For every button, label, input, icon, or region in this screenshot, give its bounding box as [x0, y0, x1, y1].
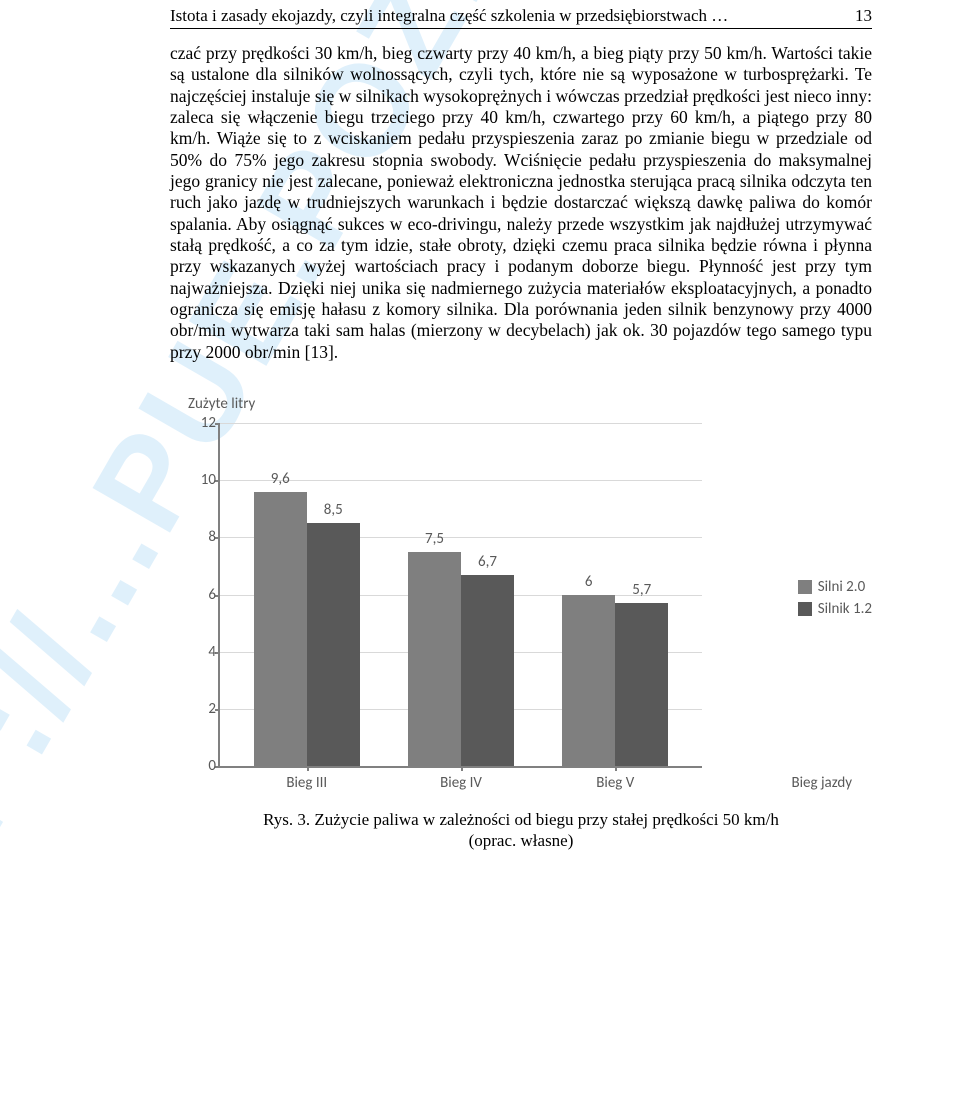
legend-swatch — [798, 580, 812, 594]
bar-value-label: 8,5 — [324, 501, 343, 519]
bar-value-label: 6 — [585, 573, 593, 591]
bar-value-label: 9,6 — [271, 470, 290, 488]
x-tick-mark — [615, 766, 617, 771]
x-tick-mark — [461, 766, 463, 771]
legend-item: Silnik 1.2 — [798, 600, 872, 618]
bar — [615, 603, 668, 766]
legend-label: Silni 2.0 — [818, 578, 865, 596]
y-tick-label: 0 — [192, 757, 216, 775]
grid-line — [220, 480, 702, 481]
y-tick-label: 8 — [192, 528, 216, 546]
x-axis-title: Bieg jazdy — [791, 774, 852, 792]
legend: Silni 2.0 Silnik 1.2 — [798, 574, 872, 622]
y-axis-title: Zużyte litry — [188, 395, 255, 413]
bar — [408, 552, 461, 766]
legend-swatch — [798, 602, 812, 616]
plot-area: 0246810129,68,5Bieg III7,56,7Bieg IV65,7… — [218, 423, 702, 768]
page: Istota i zasady ekojazdy, czyli integral… — [0, 6, 960, 1025]
legend-item: Silni 2.0 — [798, 578, 872, 596]
category-label: Bieg III — [286, 774, 327, 792]
y-tick-label: 6 — [192, 586, 216, 604]
y-tick-label: 10 — [192, 471, 216, 489]
page-number: 13 — [843, 6, 872, 26]
running-head: Istota i zasady ekojazdy, czyli integral… — [170, 6, 872, 29]
legend-label: Silnik 1.2 — [818, 600, 872, 618]
figure-caption: Rys. 3. Zużycie paliwa w zależności od b… — [170, 809, 872, 852]
bar-chart: Zużyte litry 0 2 4 6 8 10 12 9,6 8,5 Bieg III 7,5 6… — [170, 393, 872, 803]
bar — [461, 575, 514, 767]
bar-value-label: 6,7 — [478, 553, 497, 571]
body-paragraph: czać przy prędkości 30 km/h, bieg czwart… — [170, 43, 872, 363]
category-label: Bieg IV — [440, 774, 482, 792]
bar-value-label: 7,5 — [425, 530, 444, 548]
bar — [562, 595, 615, 767]
bar — [254, 492, 307, 766]
caption-line-2: (oprac. własne) — [469, 831, 574, 850]
figure: Zużyte litry 0 2 4 6 8 10 12 9,6 8,5 Bieg III 7,5 6… — [170, 393, 872, 852]
grid-line — [220, 423, 702, 424]
y-tick-label: 12 — [192, 414, 216, 432]
running-title: Istota i zasady ekojazdy, czyli integral… — [170, 6, 843, 26]
bar — [307, 523, 360, 766]
bar-value-label: 5,7 — [632, 581, 651, 599]
x-tick-mark — [307, 766, 309, 771]
y-tick-label: 2 — [192, 700, 216, 718]
category-label: Bieg V — [596, 774, 634, 792]
y-tick-label: 4 — [192, 643, 216, 661]
caption-line-1: Rys. 3. Zużycie paliwa w zależności od b… — [263, 810, 779, 829]
